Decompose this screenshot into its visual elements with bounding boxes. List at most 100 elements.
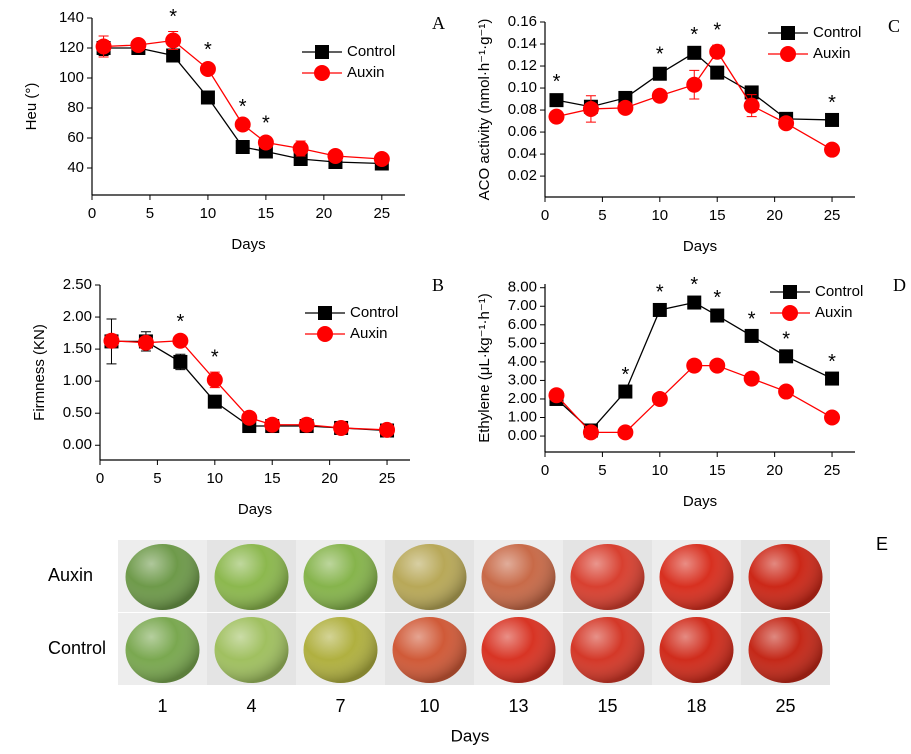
- y-tick-label: 0.08: [508, 101, 537, 118]
- y-tick-label: 2.50: [63, 276, 92, 293]
- significance-mark: *: [828, 351, 836, 373]
- marker: [548, 387, 564, 403]
- marker: [299, 417, 315, 433]
- panel-label: C: [888, 16, 900, 36]
- significance-mark: *: [176, 311, 184, 333]
- marker: [165, 33, 181, 49]
- marker: [824, 410, 840, 426]
- y-axis-title: Heu (°): [23, 83, 40, 131]
- tomato-shade: [215, 617, 289, 683]
- marker: [653, 67, 667, 81]
- y-tick-label: 0.00: [63, 436, 92, 453]
- x-axis-title: Days: [683, 238, 717, 255]
- x-axis-title: Days: [238, 501, 272, 518]
- x-tick-label: 20: [766, 462, 783, 479]
- y-tick-label: 0.12: [508, 57, 537, 74]
- marker: [652, 391, 668, 407]
- y-tick-label: 0.04: [508, 145, 537, 162]
- marker: [103, 333, 119, 349]
- marker: [709, 358, 725, 374]
- significance-mark: *: [621, 364, 629, 386]
- day-label: 4: [246, 696, 256, 716]
- y-tick-label: 1.50: [63, 340, 92, 357]
- marker: [686, 358, 702, 374]
- marker: [744, 371, 760, 387]
- marker: [201, 91, 215, 105]
- x-tick-label: 5: [153, 470, 161, 487]
- day-label: 18: [686, 696, 706, 716]
- y-tick-label: 5.00: [508, 334, 537, 351]
- day-label: 1: [157, 696, 167, 716]
- significance-mark: *: [239, 96, 247, 118]
- marker: [166, 49, 180, 63]
- marker: [824, 142, 840, 158]
- y-axis-title: ACO activity (nmol·h⁻¹·g⁻¹): [476, 19, 493, 201]
- marker: [653, 303, 667, 317]
- panel-label: B: [432, 275, 444, 295]
- y-tick-label: 0.16: [508, 13, 537, 30]
- x-tick-label: 15: [709, 462, 726, 479]
- legend-label: Auxin: [815, 304, 853, 321]
- legend-marker: [314, 65, 330, 81]
- y-tick-label: 0.00: [508, 427, 537, 444]
- significance-mark: *: [828, 92, 836, 114]
- y-tick-label: 8.00: [508, 279, 537, 296]
- x-tick-label: 5: [598, 462, 606, 479]
- legend-marker: [783, 285, 797, 299]
- marker: [293, 141, 309, 157]
- marker: [258, 135, 274, 151]
- y-tick-label: 120: [59, 39, 84, 56]
- significance-mark: *: [748, 308, 756, 330]
- day-label: 25: [775, 696, 795, 716]
- panel-label: E: [876, 534, 888, 554]
- significance-mark: *: [713, 19, 721, 41]
- significance-mark: *: [553, 71, 561, 93]
- x-tick-label: 10: [651, 462, 668, 479]
- tomato-shade: [304, 544, 378, 610]
- marker: [745, 329, 759, 343]
- y-tick-label: 1.00: [508, 408, 537, 425]
- marker: [710, 309, 724, 323]
- row-label: Control: [48, 638, 106, 658]
- tomato-shade: [126, 617, 200, 683]
- tomato-shade: [126, 544, 200, 610]
- significance-mark: *: [713, 287, 721, 309]
- marker: [687, 296, 701, 310]
- x-tick-label: 15: [258, 205, 275, 222]
- x-tick-label: 0: [88, 205, 96, 222]
- y-tick-label: 2.00: [508, 390, 537, 407]
- marker: [617, 100, 633, 116]
- x-tick-label: 0: [96, 470, 104, 487]
- y-tick-label: 0.10: [508, 79, 537, 96]
- marker: [130, 37, 146, 53]
- significance-mark: *: [204, 39, 212, 61]
- tomato-shade: [482, 617, 556, 683]
- x-axis-title: Days: [451, 726, 490, 745]
- marker: [96, 39, 112, 55]
- x-tick-label: 15: [264, 470, 281, 487]
- marker: [208, 395, 222, 409]
- marker: [200, 61, 216, 77]
- x-tick-label: 20: [766, 207, 783, 224]
- legend-label: Control: [350, 304, 398, 321]
- marker: [327, 148, 343, 164]
- legend-marker: [781, 26, 795, 40]
- significance-mark: *: [690, 24, 698, 46]
- marker: [374, 151, 390, 167]
- tomato-shade: [215, 544, 289, 610]
- tomato-shade: [393, 544, 467, 610]
- significance-mark: *: [211, 346, 219, 368]
- tomato-shade: [660, 617, 734, 683]
- marker: [207, 372, 223, 388]
- legend-marker: [318, 306, 332, 320]
- x-tick-label: 10: [206, 470, 223, 487]
- y-tick-label: 40: [67, 159, 84, 176]
- marker: [236, 140, 250, 154]
- significance-mark: *: [262, 112, 270, 134]
- y-tick-label: 7.00: [508, 297, 537, 314]
- legend-marker: [782, 305, 798, 321]
- y-tick-label: 3.00: [508, 371, 537, 388]
- marker: [652, 88, 668, 104]
- marker: [235, 117, 251, 133]
- x-tick-label: 5: [598, 207, 606, 224]
